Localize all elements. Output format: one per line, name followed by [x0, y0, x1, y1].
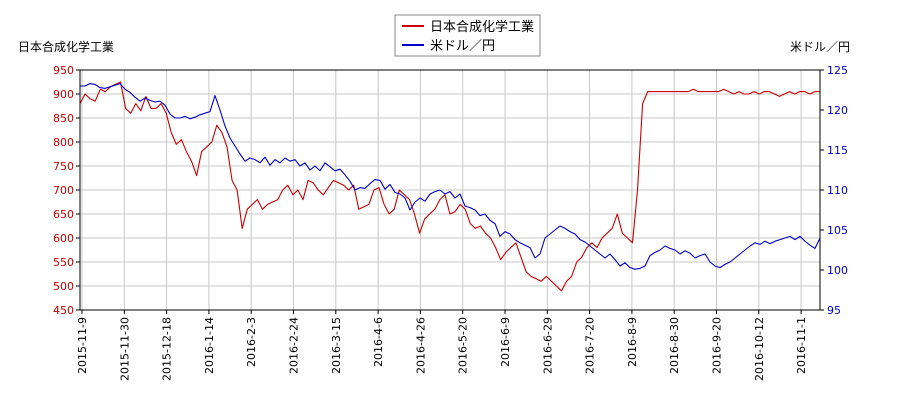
- series-line-2: [80, 83, 821, 270]
- y-left-axis-label: 日本合成化学工業: [18, 39, 114, 54]
- x-tick-label: 2016-4-26: [414, 317, 427, 374]
- y-left-tick-label: 550: [53, 256, 74, 269]
- y-left-tick-label: 800: [53, 136, 74, 149]
- y-left-tick-label: 750: [53, 160, 74, 173]
- x-tick-label: 2016-1-14: [203, 317, 216, 374]
- x-tick-label: 2015-11-30: [118, 317, 131, 381]
- y-right-tick-label: 115: [827, 144, 848, 157]
- y-left-tick-label: 500: [53, 280, 74, 293]
- y-left-tick-label: 700: [53, 184, 74, 197]
- y-right-tick-label: 120: [827, 104, 848, 117]
- x-tick-label: 2016-7-20: [584, 317, 597, 374]
- x-tick-label: 2016-8-30: [668, 317, 681, 374]
- y-right-tick-label: 105: [827, 224, 848, 237]
- y-left-tick-label: 650: [53, 208, 74, 221]
- series-line-1: [79, 81, 820, 292]
- x-tick-label: 2016-9-20: [711, 317, 724, 374]
- series-layer: [79, 81, 821, 292]
- x-tick-label: 2015-12-18: [161, 317, 174, 381]
- x-tick-label: 2016-2-3: [245, 317, 258, 367]
- x-tick-label: 2016-2-24: [288, 317, 301, 374]
- y-left-tick-label: 950: [53, 64, 74, 77]
- x-tick-label: 2016-10-12: [753, 317, 766, 381]
- y-right-axis: 95 100 105 110 115 120 125: [820, 64, 848, 317]
- x-tick-label: 2016-3-15: [330, 317, 343, 374]
- legend-box: [394, 14, 541, 57]
- y-left-tick-label: 450: [53, 304, 74, 317]
- x-tick-label: 2016-6-29: [541, 317, 554, 374]
- y-left-tick-label: 900: [53, 88, 74, 101]
- legend: 日本合成化学工業 米ドル／円: [394, 14, 541, 57]
- y-left-tick-label: 850: [53, 112, 74, 125]
- legend-label-series-2: 米ドル／円: [430, 39, 495, 54]
- x-axis: 2015-11-9 2015-11-30 2015-12-18 2016-1-14 20…: [76, 310, 808, 381]
- x-tick-label: 2016-4-6: [372, 317, 385, 367]
- y-right-tick-label: 95: [827, 304, 841, 317]
- y-left-axis: 450 500 550 600 650 700 750 800 850 900 950: [53, 64, 80, 317]
- y-right-tick-label: 110: [827, 184, 848, 197]
- y-right-tick-label: 100: [827, 264, 848, 277]
- x-tick-label: 2016-6-9: [499, 317, 512, 367]
- y-left-tick-label: 600: [53, 232, 74, 245]
- y-right-tick-label: 125: [827, 64, 848, 77]
- x-tick-label: 2015-11-9: [76, 317, 89, 374]
- x-tick-label: 2016-8-9: [626, 317, 639, 367]
- legend-label-series-1: 日本合成化学工業: [430, 19, 534, 35]
- x-tick-label: 2016-5-20: [457, 317, 470, 374]
- x-tick-label: 2016-11-1: [795, 317, 808, 374]
- y-right-axis-label: 米ドル／円: [790, 40, 850, 54]
